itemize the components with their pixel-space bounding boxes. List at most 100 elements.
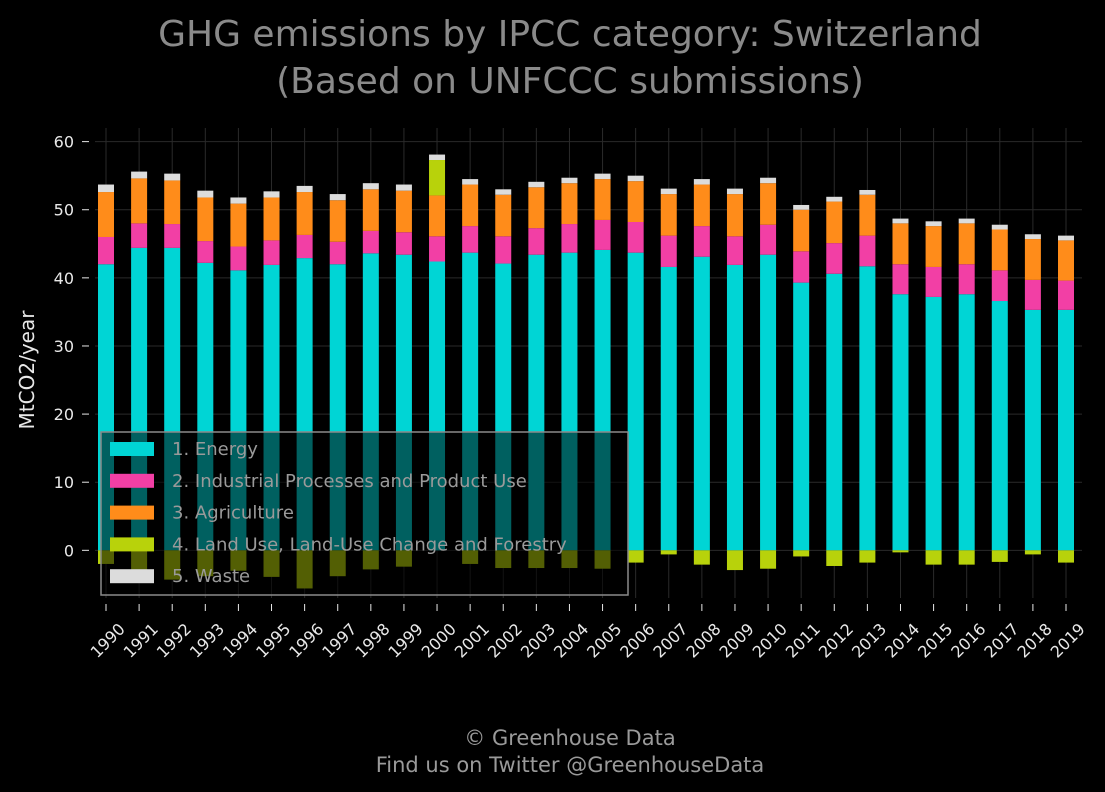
x-tick-label: 1990 <box>87 619 129 661</box>
legend-swatch <box>110 442 154 456</box>
x-tick-label: 1999 <box>385 619 427 661</box>
x-tick-label: 1995 <box>252 619 294 661</box>
bar-segment-2007-series-2 <box>660 235 677 267</box>
bar-segment-2006-series-5 <box>627 175 644 182</box>
x-tick-label: 2001 <box>451 619 493 661</box>
bar-segment-1991-series-3 <box>131 178 148 224</box>
x-tick-label: 1991 <box>120 619 162 661</box>
bar-segment-1997-series-5 <box>329 194 346 201</box>
credit-line-1: © Greenhouse Data <box>464 726 675 750</box>
legend-swatch <box>110 473 154 488</box>
x-tick-label: 2018 <box>1013 619 1055 661</box>
bar-segment-1992-series-2 <box>164 224 181 248</box>
bar-segment-2014-series-4 <box>892 550 909 553</box>
x-tick-label: 1998 <box>351 619 393 661</box>
bar-segment-1994-series-3 <box>230 203 247 247</box>
bar-segment-2017-series-3 <box>991 229 1008 271</box>
bar-segment-2017-series-2 <box>991 270 1008 302</box>
bar-segment-2009-series-3 <box>726 194 743 237</box>
bar-segment-2012-series-4 <box>826 550 843 566</box>
bar-segment-2013-series-5 <box>859 189 876 195</box>
y-axis-label: MtCO2/year <box>15 310 39 430</box>
bar-segment-2015-series-4 <box>925 550 942 565</box>
bar-segment-1990-series-3 <box>98 192 114 237</box>
bar-segment-2009-series-4 <box>726 550 743 571</box>
bar-segment-2001-series-5 <box>462 179 479 185</box>
chart-title-line-2: (Based on UNFCCC submissions) <box>276 61 864 102</box>
bar-segment-1997-series-3 <box>329 200 346 242</box>
bar-segment-2016-series-1 <box>958 294 975 551</box>
bar-segment-2008-series-4 <box>693 550 710 565</box>
credit-line-2: Find us on Twitter @GreenhouseData <box>376 753 765 777</box>
bar-segment-2010-series-1 <box>760 254 777 551</box>
legend-swatch <box>110 537 154 552</box>
legend-frame <box>100 431 629 596</box>
bar-segment-2000-series-3 <box>429 195 446 237</box>
bar-segment-1990-series-5 <box>98 184 114 193</box>
bar-segment-2019-series-1 <box>1058 309 1074 551</box>
bar-segment-2019-series-4 <box>1058 550 1074 563</box>
x-tick-label: 2015 <box>914 619 956 661</box>
bar-segment-2015-series-3 <box>925 226 942 267</box>
bar-segment-2015-series-2 <box>925 266 942 297</box>
x-tick-label: 2017 <box>980 619 1022 661</box>
legend-swatch <box>110 569 154 584</box>
bar-segment-2018-series-3 <box>1024 239 1041 280</box>
x-tick-label: 2000 <box>418 619 460 661</box>
bar-segment-2009-series-2 <box>726 236 743 265</box>
bar-segment-1994-series-2 <box>230 246 247 271</box>
bar-segment-1999-series-3 <box>395 190 412 233</box>
bar-segment-2018-series-5 <box>1024 234 1041 240</box>
bar-segment-2003-series-3 <box>528 187 545 229</box>
bar-segment-2013-series-2 <box>859 235 876 267</box>
bar-segment-2009-series-1 <box>726 264 743 551</box>
legend-label: 3. Agriculture <box>172 503 294 524</box>
y-tick-label: 40 <box>54 269 74 288</box>
bar-segment-2013-series-3 <box>859 194 876 236</box>
x-tick-label: 2013 <box>848 619 890 661</box>
bar-segment-2012-series-1 <box>826 273 843 551</box>
x-tick-label: 2003 <box>517 619 559 661</box>
bar-segment-1993-series-3 <box>197 197 214 242</box>
bar-segment-2000-series-2 <box>429 236 446 262</box>
y-tick-label: 30 <box>54 337 74 356</box>
bar-segment-2014-series-5 <box>892 218 909 224</box>
y-tick-label: 0 <box>64 541 74 560</box>
bar-segment-2007-series-5 <box>660 188 677 195</box>
bar-segment-2003-series-2 <box>528 228 545 255</box>
bar-segment-2000-series-5 <box>429 154 446 161</box>
bar-segment-2007-series-4 <box>660 550 677 555</box>
bar-segment-2002-series-3 <box>495 194 512 237</box>
x-tick-label: 2019 <box>1047 619 1089 661</box>
bar-segment-1996-series-3 <box>296 192 313 235</box>
legend-label: 5. Waste <box>172 566 250 587</box>
bar-segment-2002-series-2 <box>495 236 512 264</box>
y-tick-label: 20 <box>54 405 74 424</box>
bar-segment-2017-series-1 <box>991 301 1008 551</box>
y-tick-label: 10 <box>54 473 74 492</box>
bar-segment-1991-series-2 <box>131 223 148 248</box>
bar-segment-2019-series-3 <box>1058 240 1074 281</box>
y-tick-label: 50 <box>54 201 74 220</box>
legend: 1. Energy 2. Industrial Processes and Pro… <box>100 431 629 596</box>
bar-segment-2011-series-4 <box>793 550 810 557</box>
x-tick-label: 1992 <box>153 619 195 661</box>
bar-segment-2008-series-1 <box>693 256 710 551</box>
bar-segment-2007-series-1 <box>660 266 677 551</box>
y-tick-label: 60 <box>54 133 74 152</box>
bar-segment-2017-series-5 <box>991 224 1008 230</box>
bar-segment-2007-series-3 <box>660 194 677 236</box>
bar-segment-1997-series-2 <box>329 241 346 265</box>
bar-segment-1992-series-3 <box>164 180 181 225</box>
bar-segment-2019-series-2 <box>1058 280 1074 310</box>
x-tick-label: 2002 <box>484 619 526 661</box>
chart-title-line-1: GHG emissions by IPCC category: Switzerl… <box>158 14 982 55</box>
bar-segment-1993-series-5 <box>197 190 214 198</box>
bar-segment-2019-series-5 <box>1058 235 1074 241</box>
bar-segment-2006-series-1 <box>627 252 644 551</box>
x-tick-label: 2006 <box>616 619 658 661</box>
bar-segment-1999-series-5 <box>395 184 412 191</box>
bar-segment-2011-series-3 <box>793 209 810 252</box>
bar-segment-2008-series-3 <box>693 184 710 227</box>
